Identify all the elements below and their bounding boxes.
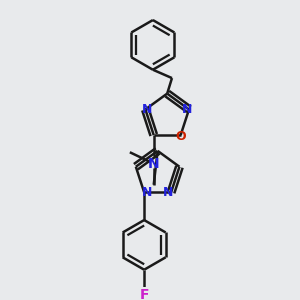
Text: N: N [182,103,192,116]
Text: N: N [163,186,173,199]
Text: N: N [142,103,152,116]
Text: N: N [142,186,152,199]
Text: N: N [148,157,160,171]
Text: O: O [176,130,186,142]
Text: F: F [140,288,149,300]
